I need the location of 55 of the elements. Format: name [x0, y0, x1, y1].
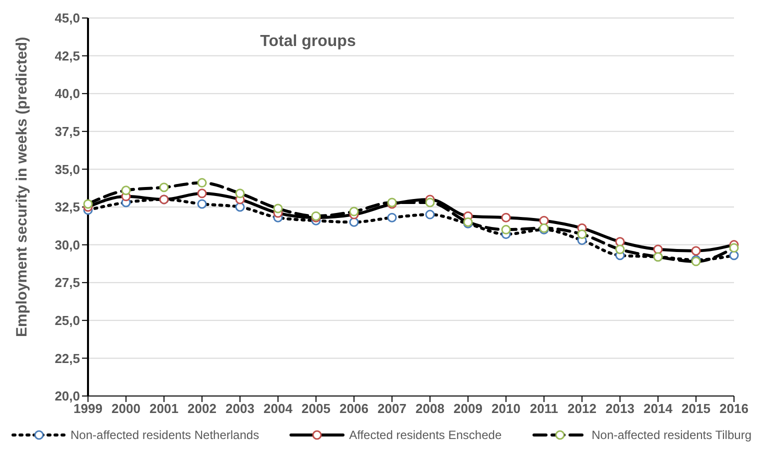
x-tick-label: 2010: [492, 401, 520, 416]
point: [501, 224, 511, 234]
x-tick-label: 2004: [264, 401, 294, 416]
x-tick-label: 2013: [606, 401, 634, 416]
x-tick-label: 2005: [302, 401, 330, 416]
y-tick-label: 22,5: [54, 350, 80, 366]
y-tick-label: 30,0: [54, 237, 80, 252]
x-tick-label: 2016: [720, 401, 748, 416]
point: [691, 246, 701, 256]
point: [387, 212, 397, 222]
point: [501, 212, 511, 222]
y-tick-label: 27,5: [54, 275, 80, 290]
point: [653, 244, 663, 254]
y-tick-label: 20,0: [54, 388, 80, 404]
x-tick-label: 2006: [340, 401, 368, 416]
x-tick-label: 2015: [682, 401, 710, 416]
y-tick-label: 32,5: [54, 200, 80, 215]
point: [729, 250, 739, 260]
y-tick-label: 40,0: [54, 86, 80, 102]
point: [235, 188, 245, 198]
y-tick-label: 45,0: [54, 10, 80, 26]
point: [159, 182, 169, 192]
x-tick-label: 2011: [530, 401, 558, 416]
x-tick-label: 2014: [644, 401, 674, 416]
point: [615, 244, 625, 254]
x-tick-label: 2002: [188, 401, 216, 416]
point: [273, 204, 283, 214]
x-tick-label: 1999: [74, 401, 102, 416]
y-axis-title: Employment security in weeks (predicted): [13, 36, 30, 337]
legend-label: Affected residents Enschede: [348, 428, 502, 442]
point: [197, 199, 207, 209]
x-tick-label: 2008: [416, 401, 444, 416]
y-tick-label: 37,5: [54, 124, 80, 140]
point: [197, 188, 207, 198]
point: [197, 178, 207, 188]
x-tick-label: 2012: [568, 401, 596, 416]
point: [83, 199, 93, 209]
x-tick-label: 2007: [378, 401, 406, 416]
x-tick-label: 2001: [150, 401, 178, 416]
x-tick-label: 2009: [454, 401, 482, 416]
point: [349, 206, 359, 216]
point: [729, 243, 739, 253]
y-tick-label: 42,5: [54, 48, 80, 64]
point: [121, 186, 131, 196]
legend-label: Non-affected residents Netherlands: [70, 428, 260, 442]
point: [425, 210, 435, 220]
y-tick-label: 25,0: [54, 313, 80, 328]
point: [425, 198, 435, 208]
x-tick-label: 2000: [112, 401, 140, 416]
point: [577, 229, 587, 239]
x-tick-label: 2003: [226, 401, 254, 416]
y-tick-label: 35,0: [54, 162, 80, 177]
text: Total groups: [260, 33, 356, 50]
legend-label: Non-affected residents Tilburg: [590, 428, 752, 442]
point: [235, 202, 245, 212]
